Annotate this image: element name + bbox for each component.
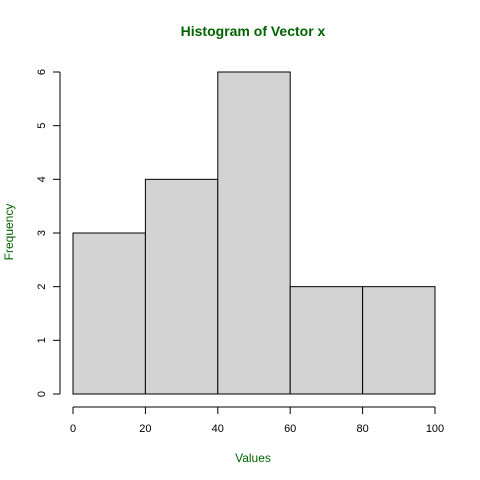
y-tick-label-4: 4 [36, 176, 48, 182]
y-axis: 0 1 2 3 4 5 6 [36, 69, 61, 397]
y-tick-label-5: 5 [36, 123, 48, 129]
x-tick-label-1: 20 [139, 423, 151, 435]
histogram-bar-3 [289, 286, 364, 395]
y-axis-label: Frequency [2, 204, 16, 261]
histogram-bar-4 [362, 286, 436, 395]
x-tick-label-2: 40 [212, 423, 224, 435]
histogram-bar-1 [144, 178, 219, 395]
y-tick-label-3: 3 [36, 230, 48, 236]
x-tick-label-5: 100 [426, 423, 444, 435]
y-tick-label-0: 0 [36, 391, 48, 397]
x-axis: 0 20 40 60 80 100 [70, 406, 444, 435]
y-tick-label-1: 1 [36, 337, 48, 343]
x-tick-label-0: 0 [70, 423, 76, 435]
y-tick-label-6: 6 [36, 69, 48, 75]
x-tick-label-3: 60 [284, 423, 296, 435]
y-tick-label-2: 2 [36, 284, 48, 290]
histogram-bar-0 [72, 232, 146, 395]
bars-group [72, 71, 436, 395]
x-axis-label: Values [235, 451, 271, 465]
x-tick-label-4: 80 [356, 423, 368, 435]
chart-title: Histogram of Vector x [181, 23, 326, 39]
histogram-bar-2 [217, 71, 291, 395]
